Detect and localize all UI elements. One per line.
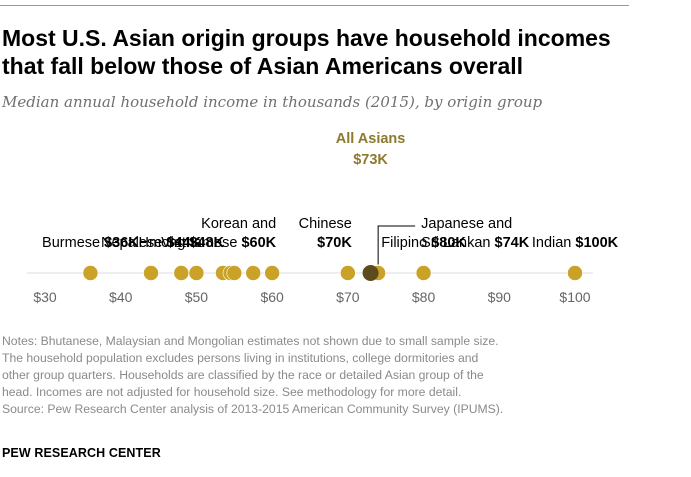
chart-notes: Notes: Bhutanese, Malaysian and Mongolia… [2,333,642,418]
data-label-value: $60K [241,235,276,251]
x-tick-label: $60 [260,289,284,305]
data-label: Hmong $48K [139,235,225,251]
chart-subtitle: Median annual household income in thousa… [2,93,543,111]
x-tick-label: $30 [33,289,57,305]
data-label-text: Hmong [139,235,190,251]
top-rule [0,5,629,6]
data-point [415,265,432,281]
x-tick-label: $80 [412,289,436,305]
data-label-text: Filipino [381,235,431,251]
data-label: Chinese [299,216,352,232]
data-label-text: Chinese [299,216,352,232]
data-label-value: $36K [104,235,139,251]
data-label-text: Indian [532,235,576,251]
data-label-value: $80K [431,235,466,251]
data-point [173,265,190,281]
data-point [143,265,159,281]
data-point [188,265,205,281]
data-label-value: $48K [189,235,224,251]
data-label: Nepalese $44K [101,235,201,251]
x-tick-label: $40 [109,289,133,305]
data-label-text: Sri Lankan [421,235,494,251]
x-tick-label: $50 [185,289,209,305]
x-tick-label: $90 [488,289,512,305]
notes-line: The household population excludes person… [2,351,479,365]
x-tick-label: $100 [559,289,590,305]
data-label: Indian $100K [532,235,619,251]
chart-title: Most U.S. Asian origin groups have house… [2,24,642,80]
notes-line: Notes: Bhutanese, Malaysian and Mongolia… [2,334,499,348]
data-label-text: Vietnamese [161,235,241,251]
data-label-text: Burmese [42,235,104,251]
data-label: Sri Lankan $74K [421,235,530,251]
data-point [245,265,262,281]
source-organization: PEW RESEARCH CENTER [2,446,161,460]
data-label: Burmese $36K [42,235,139,251]
chart-title-line: Most U.S. Asian origin groups have house… [2,25,611,51]
data-label: Filipino $80K [381,235,466,251]
data-point [567,265,583,281]
data-label: $70K [317,235,352,251]
data-label: Korean and [201,216,276,232]
x-tick-label: $70 [336,289,360,305]
overall-label: $73K [353,152,388,168]
notes-line: head. Incomes are not adjusted for house… [2,385,462,399]
data-label: Vietnamese $60K [161,235,277,251]
overall-data-point [362,265,379,281]
source-line: Source: Pew Research Center analysis of … [2,402,504,416]
data-label-text: Korean and [201,216,276,232]
chart-title-line: that fall below those of Asian Americans… [2,53,524,79]
notes-line: other group quarters. Households are cla… [2,368,484,382]
data-point [82,265,99,281]
data-label-value: $74K [495,235,530,251]
data-label-value: $44K [166,235,201,251]
data-point [340,265,356,281]
data-label: Japanese and [421,216,512,232]
income-dot-chart: $30 $40 $50 $60 $70 $80 $90 $100 All Asians $73K B… [27,131,619,305]
leader-line [377,225,416,265]
data-label-value: $70K [317,235,352,251]
data-label-text: Japanese and [421,216,512,232]
data-label-text: Nepalese [101,235,166,251]
data-point [226,265,243,281]
data-point [264,265,280,281]
overall-label: All Asians [336,131,406,147]
data-label-value: $100K [575,235,618,251]
